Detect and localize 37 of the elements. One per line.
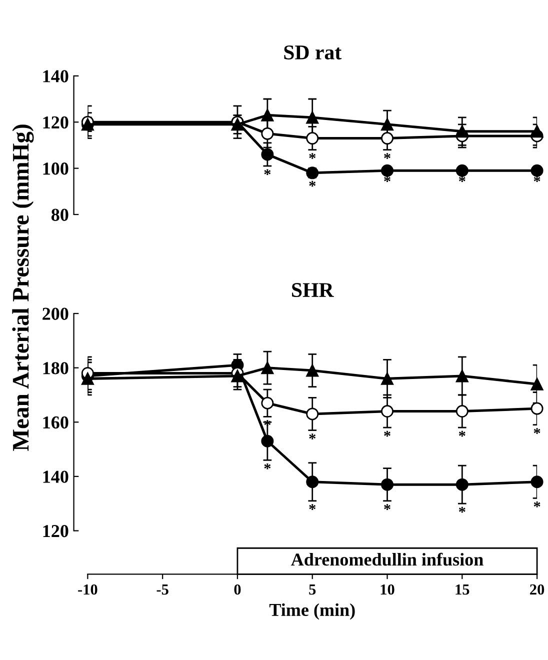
- y-tick-label: 180: [43, 362, 68, 374]
- y-tick-label: 160: [43, 416, 68, 429]
- annotation: *: [384, 430, 390, 437]
- x-tick-label: 5: [309, 584, 316, 595]
- y-axis-title: Mean Arterial Pressure (mmHg): [12, 124, 34, 451]
- x-tick-label: 10: [380, 584, 394, 595]
- y-tick-label: 200: [42, 308, 68, 320]
- annotation: *: [458, 506, 466, 513]
- annotation: *: [264, 463, 271, 470]
- annotation: *: [534, 428, 540, 434]
- band-label: Adrenomedullin infusion: [291, 552, 484, 566]
- annotation: *: [534, 176, 540, 182]
- annotation: *: [309, 153, 316, 159]
- y-tick-label: 80: [51, 208, 68, 221]
- y-tick-label: 120: [43, 525, 68, 538]
- chart-title: SD rat: [284, 45, 342, 60]
- x-tick-label: 15: [456, 584, 470, 595]
- x-tick-label: -10: [78, 584, 98, 595]
- y-tick-label: 120: [43, 116, 68, 129]
- x-tick-label: 20: [530, 584, 544, 595]
- annotation: *: [264, 169, 271, 176]
- x-axis-title: Time (min): [269, 603, 355, 620]
- y-tick-label: 140: [43, 70, 68, 82]
- annotation: *: [309, 180, 316, 187]
- annotation: *: [384, 153, 390, 159]
- annotation: *: [384, 176, 390, 182]
- x-tick-label: 0: [234, 584, 241, 595]
- chart-title: SHR: [292, 283, 334, 298]
- y-tick-label: 140: [43, 470, 68, 483]
- annotation: *: [384, 504, 390, 510]
- x-tick-label: -5: [156, 584, 168, 595]
- y-tick-label: 100: [43, 162, 68, 175]
- annotation: *: [309, 504, 316, 510]
- annotation: *: [458, 430, 466, 437]
- annotation: *: [458, 176, 466, 182]
- annotation: *: [534, 501, 540, 508]
- annotation: *: [309, 434, 316, 440]
